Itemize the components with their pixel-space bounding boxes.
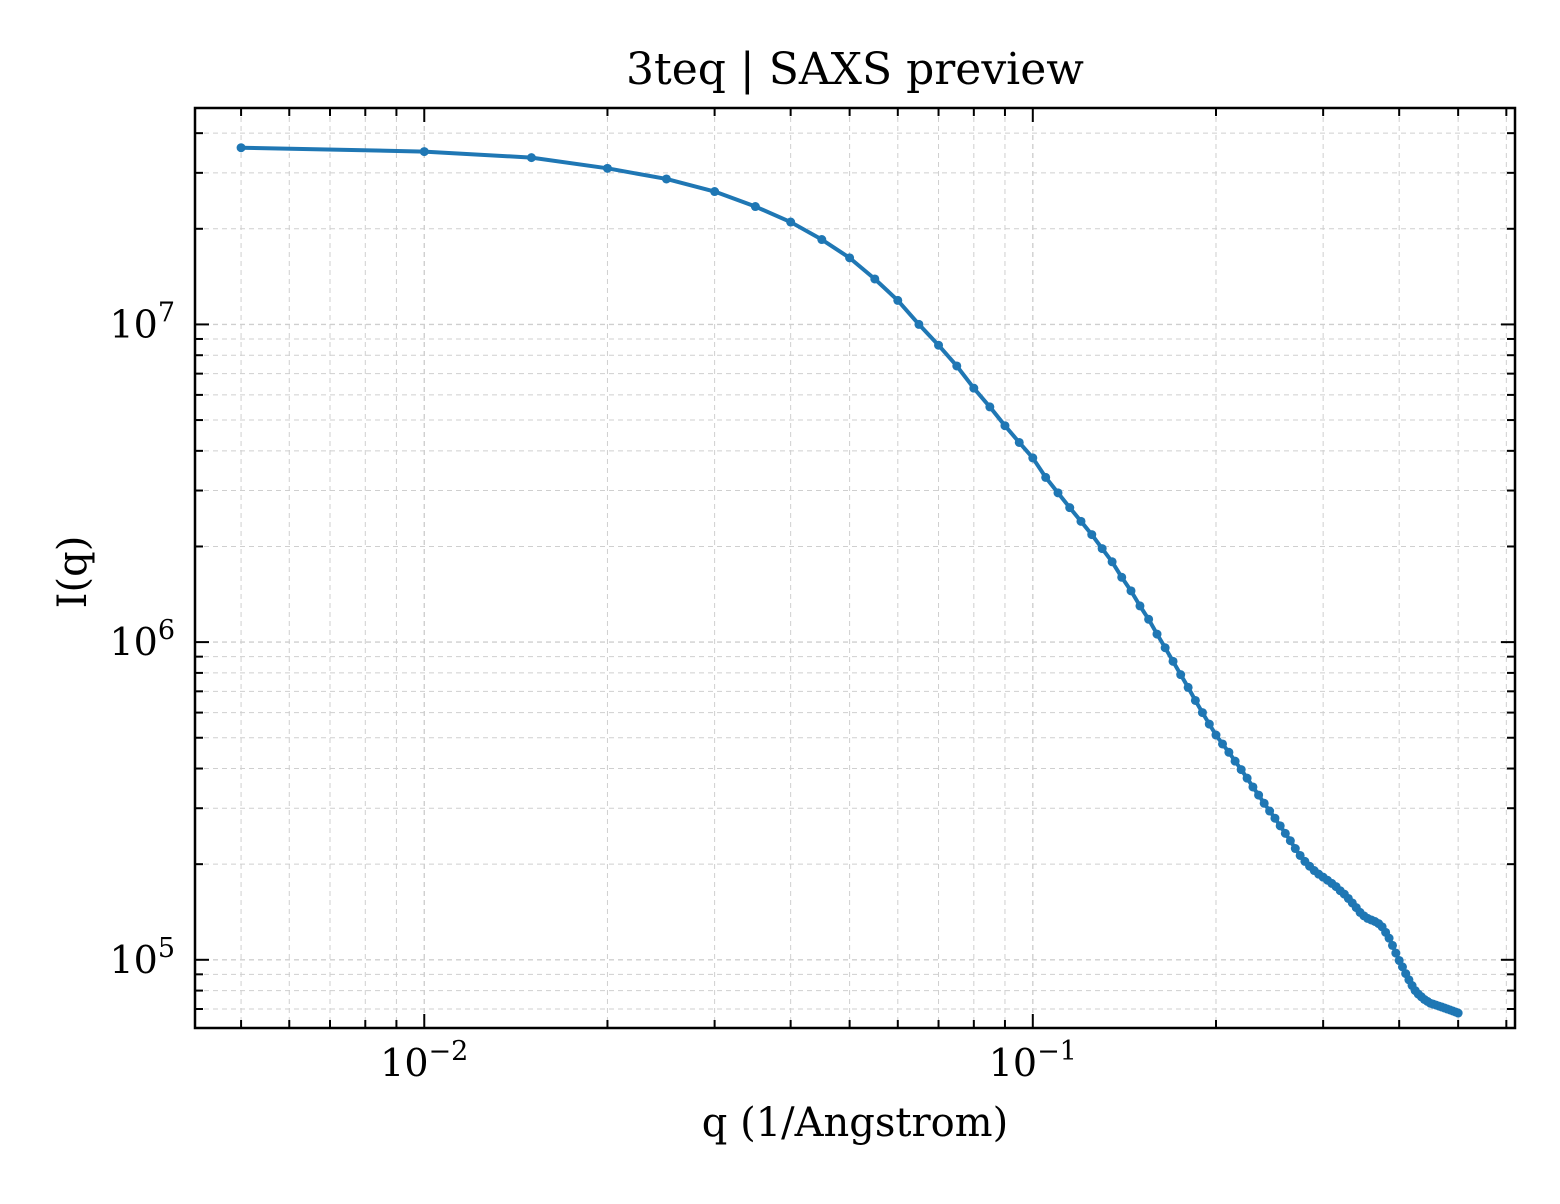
data-point [1290,844,1300,854]
data-point [1453,1008,1463,1018]
data-point [1117,572,1127,582]
data-point [1065,503,1075,513]
grid-lines [195,108,1515,1028]
data-point [914,319,924,329]
data-point [817,235,827,245]
data-point [1076,516,1086,526]
x-tick-label: 10−2 [380,1036,468,1085]
data-point [1211,730,1221,740]
tick-marks [195,108,1515,1028]
data-point [1107,557,1117,567]
y-tick-label: 106 [109,615,175,664]
data-point [1152,629,1162,639]
data-point [1285,836,1295,846]
data-point [1218,739,1228,749]
data-point [1224,747,1234,757]
data-point [1183,682,1193,692]
data-point [1053,488,1063,498]
data-point [661,174,671,184]
data-point [1391,948,1401,958]
y-tick-label: 105 [109,933,175,982]
data-point [1270,813,1280,823]
data-point [602,163,612,173]
data-point [845,253,855,263]
data-point [1168,656,1178,666]
data-point [1097,544,1107,554]
data-point [1397,962,1407,972]
data-point [1197,708,1207,718]
data-point [1000,421,1010,431]
data-point [870,274,880,284]
data-point [1160,643,1170,653]
x-tick-label: 10−1 [989,1036,1077,1085]
data-point [526,153,536,163]
data-point [1126,586,1136,596]
data-point [1254,790,1264,800]
data-point [1204,719,1214,729]
data-point [1041,472,1051,482]
data-point [1190,695,1200,705]
data-point [969,383,979,393]
data-point [1176,670,1186,680]
data-point [1387,940,1397,950]
data-point [419,147,429,157]
data-point [1087,530,1097,540]
data-point [236,143,246,153]
data-point [1275,821,1285,831]
series-layer [236,143,1463,1018]
data-point [1259,798,1269,808]
tick-labels: 10−2 10−1 105 106 107 [109,297,1076,1085]
data-point [1384,933,1394,943]
data-point [1248,782,1258,792]
data-point [1265,806,1275,816]
data-point [1242,773,1252,783]
y-axis-label: I(q) [50,536,96,609]
x-axis-label: q (1/Angstrom) [702,1100,1008,1146]
data-point [1135,601,1145,611]
data-point [786,217,796,227]
data-point [750,202,760,212]
data-point [1236,765,1246,775]
data-point [1014,437,1024,447]
y-tick-label: 107 [109,297,175,346]
data-point [1230,756,1240,766]
axes-frame [193,106,1517,1030]
data-point [1280,828,1290,838]
data-point [985,402,995,412]
data-point [934,340,944,350]
data-point [952,361,962,371]
data-point [1028,453,1038,463]
data-point [710,187,720,197]
data-point [1144,614,1154,624]
data-point [893,295,903,305]
chart-title: 3teq | SAXS preview [626,44,1084,95]
